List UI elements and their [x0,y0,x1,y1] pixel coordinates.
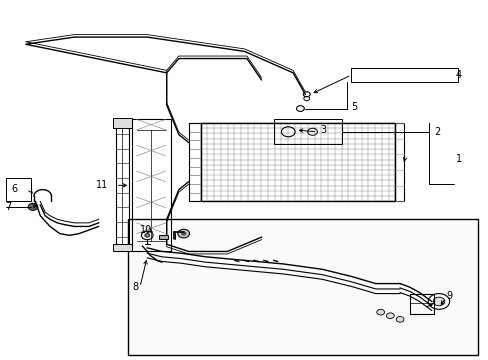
Circle shape [376,309,384,315]
Text: 11: 11 [96,180,108,190]
Bar [127,219,477,355]
Bar [131,119,170,251]
Circle shape [178,229,189,238]
Bar [394,123,403,202]
Bar [159,235,168,239]
Circle shape [144,234,149,237]
Text: 10: 10 [140,225,152,235]
Text: 9: 9 [446,291,451,301]
Bar [113,118,131,128]
Bar [6,178,30,202]
Text: 4: 4 [455,70,461,80]
Bar [273,119,341,144]
Text: 1: 1 [455,154,461,163]
Bar [201,123,394,202]
Text: 3: 3 [319,125,325,135]
Circle shape [28,203,38,210]
Bar [113,244,131,251]
Bar [188,123,201,202]
Circle shape [395,316,403,322]
Circle shape [386,313,393,319]
Circle shape [181,232,186,235]
Bar [409,294,433,314]
Text: 8: 8 [132,282,139,292]
Circle shape [432,297,444,306]
Text: 2: 2 [433,127,440,137]
Text: 5: 5 [351,102,357,112]
Text: 7: 7 [5,202,11,212]
Bar [116,119,129,251]
Bar [351,68,458,82]
Text: 6: 6 [11,184,17,194]
